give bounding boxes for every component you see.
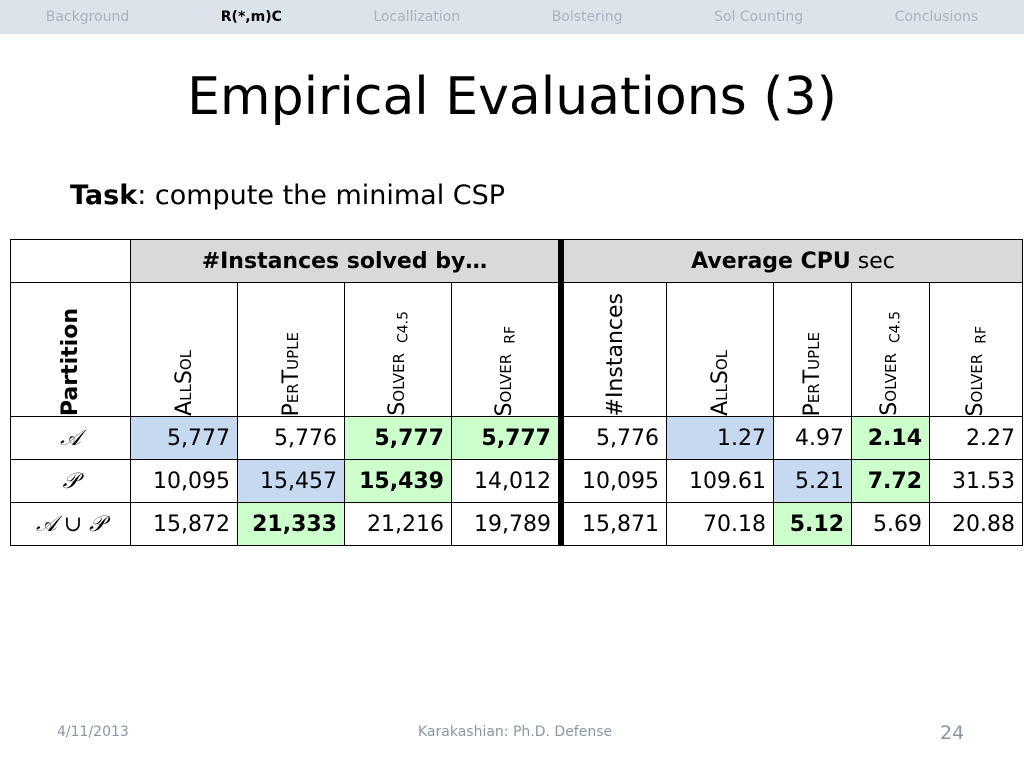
col-header-partition: Partition (10, 282, 131, 417)
table-cell: 7.72 (851, 459, 930, 503)
table-cell: 5.69 (851, 502, 930, 546)
table-cell: 1.27 (666, 416, 774, 460)
table-cell: 4.97 (773, 416, 852, 460)
table-cell: 5,776 (237, 416, 345, 460)
task-statement: Task: compute the minimal CSP (70, 180, 505, 211)
table-cell: 21,333 (237, 502, 345, 546)
row-label: 𝒜 ∪ 𝒫 (10, 502, 131, 546)
table-cell: 2.27 (929, 416, 1023, 460)
nav-item-conclusions[interactable]: Conclusions (894, 9, 979, 25)
table-row: 𝒜 ∪ 𝒫 15,872 21,333 21,216 19,789 15,871 70.18… (10, 502, 1023, 546)
col-header-cpu-allsol: AllSol (666, 282, 774, 417)
table-cell: 5,776 (558, 416, 667, 460)
nav-item-rmc[interactable]: R(*,m)C (220, 9, 282, 25)
nav-item-localization[interactable]: Locallization (373, 9, 461, 25)
corner-cell (10, 239, 131, 283)
table-cell: 5,777 (344, 416, 452, 460)
table-row: 𝒜 5,777 5,776 5,777 5,777 5,776 1.27 4.97 2.14 2.… (10, 416, 1023, 460)
table-cell: 5,777 (451, 416, 562, 460)
table-cell: 15,871 (558, 502, 667, 546)
table-cell: 10,095 (130, 459, 238, 503)
row-label: 𝒫 (10, 459, 131, 503)
table-cell: 5.12 (773, 502, 852, 546)
task-text: : compute the minimal CSP (137, 180, 506, 211)
table-cell: 70.18 (666, 502, 774, 546)
col-header-solved-solver-rf: SolverRF (451, 282, 562, 417)
group-header-row: #Instances solved by… Average CPU sec (10, 239, 1023, 283)
slide-title: Empirical Evaluations (3) (187, 67, 837, 127)
results-table: #Instances solved by… Average CPU sec Pa… (10, 239, 1023, 546)
table-cell: 31.53 (929, 459, 1023, 503)
table-cell: 5,777 (130, 416, 238, 460)
footer-date: 4/11/2013 (57, 724, 129, 740)
cpu-group-header: Average CPU sec (558, 239, 1023, 283)
row-label: 𝒜 (10, 416, 131, 460)
table-cell: 19,789 (451, 502, 562, 546)
solved-group-header: #Instances solved by… (130, 239, 562, 283)
column-header-row: Partition AllSol PerTuple SolverC4.5 Sol… (10, 282, 1023, 417)
table-cell: 21,216 (344, 502, 452, 546)
table-cell: 15,439 (344, 459, 452, 503)
col-header-cpu-pertuple: PerTuple (773, 282, 852, 417)
table-cell: 109.61 (666, 459, 774, 503)
col-header-solved-pertuple: PerTuple (237, 282, 345, 417)
table-cell: 5.21 (773, 459, 852, 503)
table-cell: 14,012 (451, 459, 562, 503)
col-header-cpu-solver-rf: SolverRF (929, 282, 1023, 417)
col-header-instances: #Instances (558, 282, 667, 417)
table-body: 𝒜 5,777 5,776 5,777 5,777 5,776 1.27 4.97 2.14 2.… (10, 416, 1023, 546)
top-navigation: Background R(*,m)C Locallization Bolster… (0, 0, 1024, 34)
col-header-cpu-solver-c45: SolverC4.5 (851, 282, 930, 417)
page-number: 24 (940, 722, 965, 744)
table-cell: 20.88 (929, 502, 1023, 546)
table-cell: 15,872 (130, 502, 238, 546)
table-cell: 2.14 (851, 416, 930, 460)
nav-item-background[interactable]: Background (45, 9, 130, 25)
col-header-solved-solver-c45: SolverC4.5 (344, 282, 452, 417)
table-cell: 15,457 (237, 459, 345, 503)
col-header-solved-allsol: AllSol (130, 282, 238, 417)
table-row: 𝒫 10,095 15,457 15,439 14,012 10,095 109.61 5.2… (10, 459, 1023, 503)
footer-presenter: Karakashian: Ph.D. Defense (418, 724, 613, 740)
task-label: Task (70, 180, 138, 211)
table-cell: 10,095 (558, 459, 667, 503)
nav-item-bolstering[interactable]: Bolstering (551, 9, 623, 25)
nav-item-sol-counting[interactable]: Sol Counting (714, 9, 804, 25)
